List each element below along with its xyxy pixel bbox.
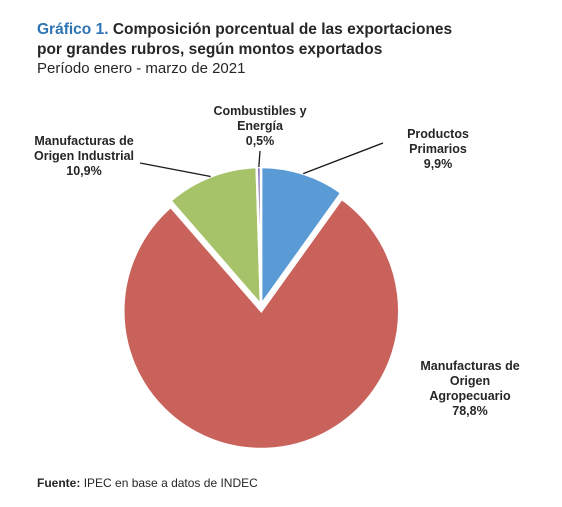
label-moa-line1: Manufacturas de <box>420 359 520 373</box>
label-moa-line3: Agropecuario <box>429 389 511 403</box>
label-moi-line1: Manufacturas de <box>34 134 134 148</box>
label-productos-primarios-line1: Productos <box>407 127 469 141</box>
pie-slice-manufacturas-agropecuario <box>122 197 401 451</box>
label-moi-line2: Origen Industrial <box>33 149 134 163</box>
label-manufacturas-agropecuario: Manufacturas de Origen Agropecuario 78,8… <box>400 359 540 419</box>
pie-slice-combustibles-energia <box>255 165 263 306</box>
pie-slice-manufacturas-industrial <box>168 165 263 309</box>
label-moa-line2: Origen <box>449 374 491 388</box>
leader-line-productos-primarios <box>302 142 384 175</box>
label-combustibles-value: 0,5% <box>245 134 275 148</box>
label-moa-value: 78,8% <box>452 404 488 418</box>
chart-title-prefix: Gráfico 1. <box>37 21 109 38</box>
pie-slice-productos-primarios <box>259 165 344 309</box>
label-moi-value: 10,9% <box>66 164 102 178</box>
chart-title: Gráfico 1. Composición porcentual de las… <box>37 20 537 60</box>
source-label: Fuente: <box>37 476 81 490</box>
label-combustibles-energia: Combustibles y Energía 0,5% <box>195 104 325 149</box>
label-combustibles-line2: Energía <box>237 119 283 133</box>
leader-line-manufacturas-industrial <box>139 162 211 178</box>
source-note: Fuente: IPEC en base a datos de INDEC <box>37 476 258 490</box>
source-text: IPEC en base a datos de INDEC <box>83 476 258 490</box>
chart-title-line1: Composición porcentual de las exportacio… <box>112 21 453 38</box>
label-combustibles-line1: Combustibles y <box>213 104 307 118</box>
label-manufacturas-industrial: Manufacturas de Origen Industrial 10,9% <box>14 134 154 179</box>
label-productos-primarios-line2: Primarios <box>409 142 467 156</box>
leader-line-combustibles-energia <box>258 150 261 168</box>
chart-title-line2: por grandes rubros, según montos exporta… <box>37 41 383 58</box>
label-productos-primarios: Productos Primarios 9,9% <box>383 127 493 172</box>
label-productos-primarios-value: 9,9% <box>423 157 453 171</box>
chart-subtitle: Período enero - marzo de 2021 <box>37 60 246 77</box>
